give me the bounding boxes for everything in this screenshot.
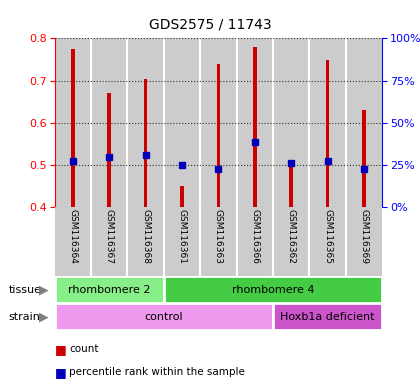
Text: ▶: ▶ [39, 310, 49, 323]
Bar [273, 303, 382, 330]
Bar [217, 64, 220, 207]
Bar [127, 38, 164, 207]
Bar [91, 207, 127, 276]
Text: tissue: tissue [8, 285, 42, 295]
Text: count: count [69, 344, 99, 354]
Text: GSM116362: GSM116362 [287, 209, 296, 264]
Bar [164, 38, 200, 207]
Bar [144, 78, 147, 207]
Text: strain: strain [8, 312, 40, 322]
Text: GSM116361: GSM116361 [178, 209, 186, 265]
Bar [236, 38, 273, 207]
Text: Hoxb1a deficient: Hoxb1a deficient [281, 312, 375, 322]
Bar [289, 161, 293, 207]
Text: GSM116365: GSM116365 [323, 209, 332, 265]
Bar [200, 38, 236, 207]
Bar [164, 207, 200, 276]
Bar [180, 186, 184, 207]
Bar [236, 207, 273, 276]
Bar [164, 276, 382, 303]
Bar [310, 38, 346, 207]
Text: GSM116369: GSM116369 [360, 209, 368, 265]
Bar [55, 38, 91, 207]
Bar [346, 38, 382, 207]
Text: control: control [144, 312, 183, 322]
Text: GSM116366: GSM116366 [250, 209, 259, 265]
Text: GDS2575 / 11743: GDS2575 / 11743 [149, 18, 271, 32]
Bar [362, 110, 366, 207]
Bar [91, 38, 127, 207]
Bar [55, 276, 164, 303]
Bar [200, 207, 236, 276]
Bar [310, 207, 346, 276]
Text: ■: ■ [55, 343, 66, 356]
Bar [55, 303, 273, 330]
Text: GSM116368: GSM116368 [141, 209, 150, 265]
Bar [108, 93, 111, 207]
Text: ■: ■ [55, 366, 66, 379]
Bar [326, 60, 329, 207]
Bar [253, 47, 257, 207]
Text: percentile rank within the sample: percentile rank within the sample [69, 367, 245, 377]
Text: GSM116363: GSM116363 [214, 209, 223, 265]
Bar [346, 207, 382, 276]
Text: ▶: ▶ [39, 283, 49, 296]
Text: GSM116364: GSM116364 [68, 209, 77, 264]
Bar [273, 38, 310, 207]
Text: GSM116367: GSM116367 [105, 209, 114, 265]
Text: rhombomere 2: rhombomere 2 [68, 285, 150, 295]
Bar [127, 207, 164, 276]
Bar [273, 207, 310, 276]
Bar [71, 49, 75, 207]
Bar [55, 207, 91, 276]
Text: rhombomere 4: rhombomere 4 [232, 285, 314, 295]
